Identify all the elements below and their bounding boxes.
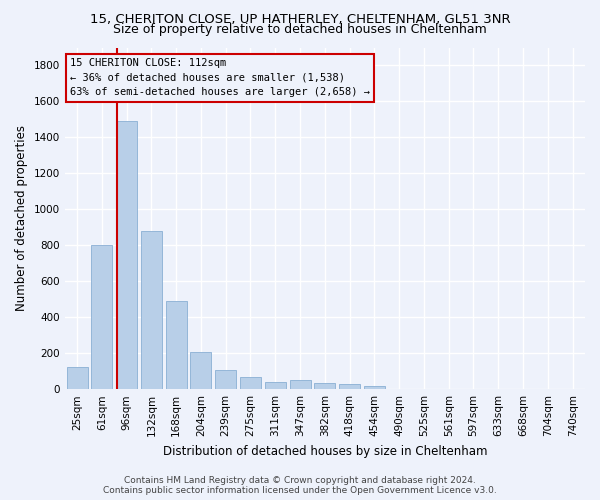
Bar (265, 382, 286, 389)
Text: Size of property relative to detached houses in Cheltenham: Size of property relative to detached ho… (113, 22, 487, 36)
Bar (339, 384, 360, 389)
Y-axis label: Number of detached properties: Number of detached properties (15, 126, 28, 312)
Bar (91, 246, 112, 389)
Bar (364, 386, 385, 389)
Bar (290, 380, 311, 389)
Bar (116, 121, 137, 389)
Text: Contains HM Land Registry data © Crown copyright and database right 2024.
Contai: Contains HM Land Registry data © Crown c… (103, 476, 497, 495)
Bar (314, 383, 335, 389)
Bar (190, 352, 211, 389)
Text: 15 CHERITON CLOSE: 112sqm
← 36% of detached houses are smaller (1,538)
63% of se: 15 CHERITON CLOSE: 112sqm ← 36% of detac… (70, 58, 370, 98)
Text: 15, CHERITON CLOSE, UP HATHERLEY, CHELTENHAM, GL51 3NR: 15, CHERITON CLOSE, UP HATHERLEY, CHELTE… (89, 12, 511, 26)
Bar (67, 366, 88, 389)
Bar (240, 378, 261, 389)
Bar (166, 301, 187, 389)
X-axis label: Distribution of detached houses by size in Cheltenham: Distribution of detached houses by size … (163, 444, 487, 458)
Bar (141, 231, 162, 389)
Bar (215, 370, 236, 389)
